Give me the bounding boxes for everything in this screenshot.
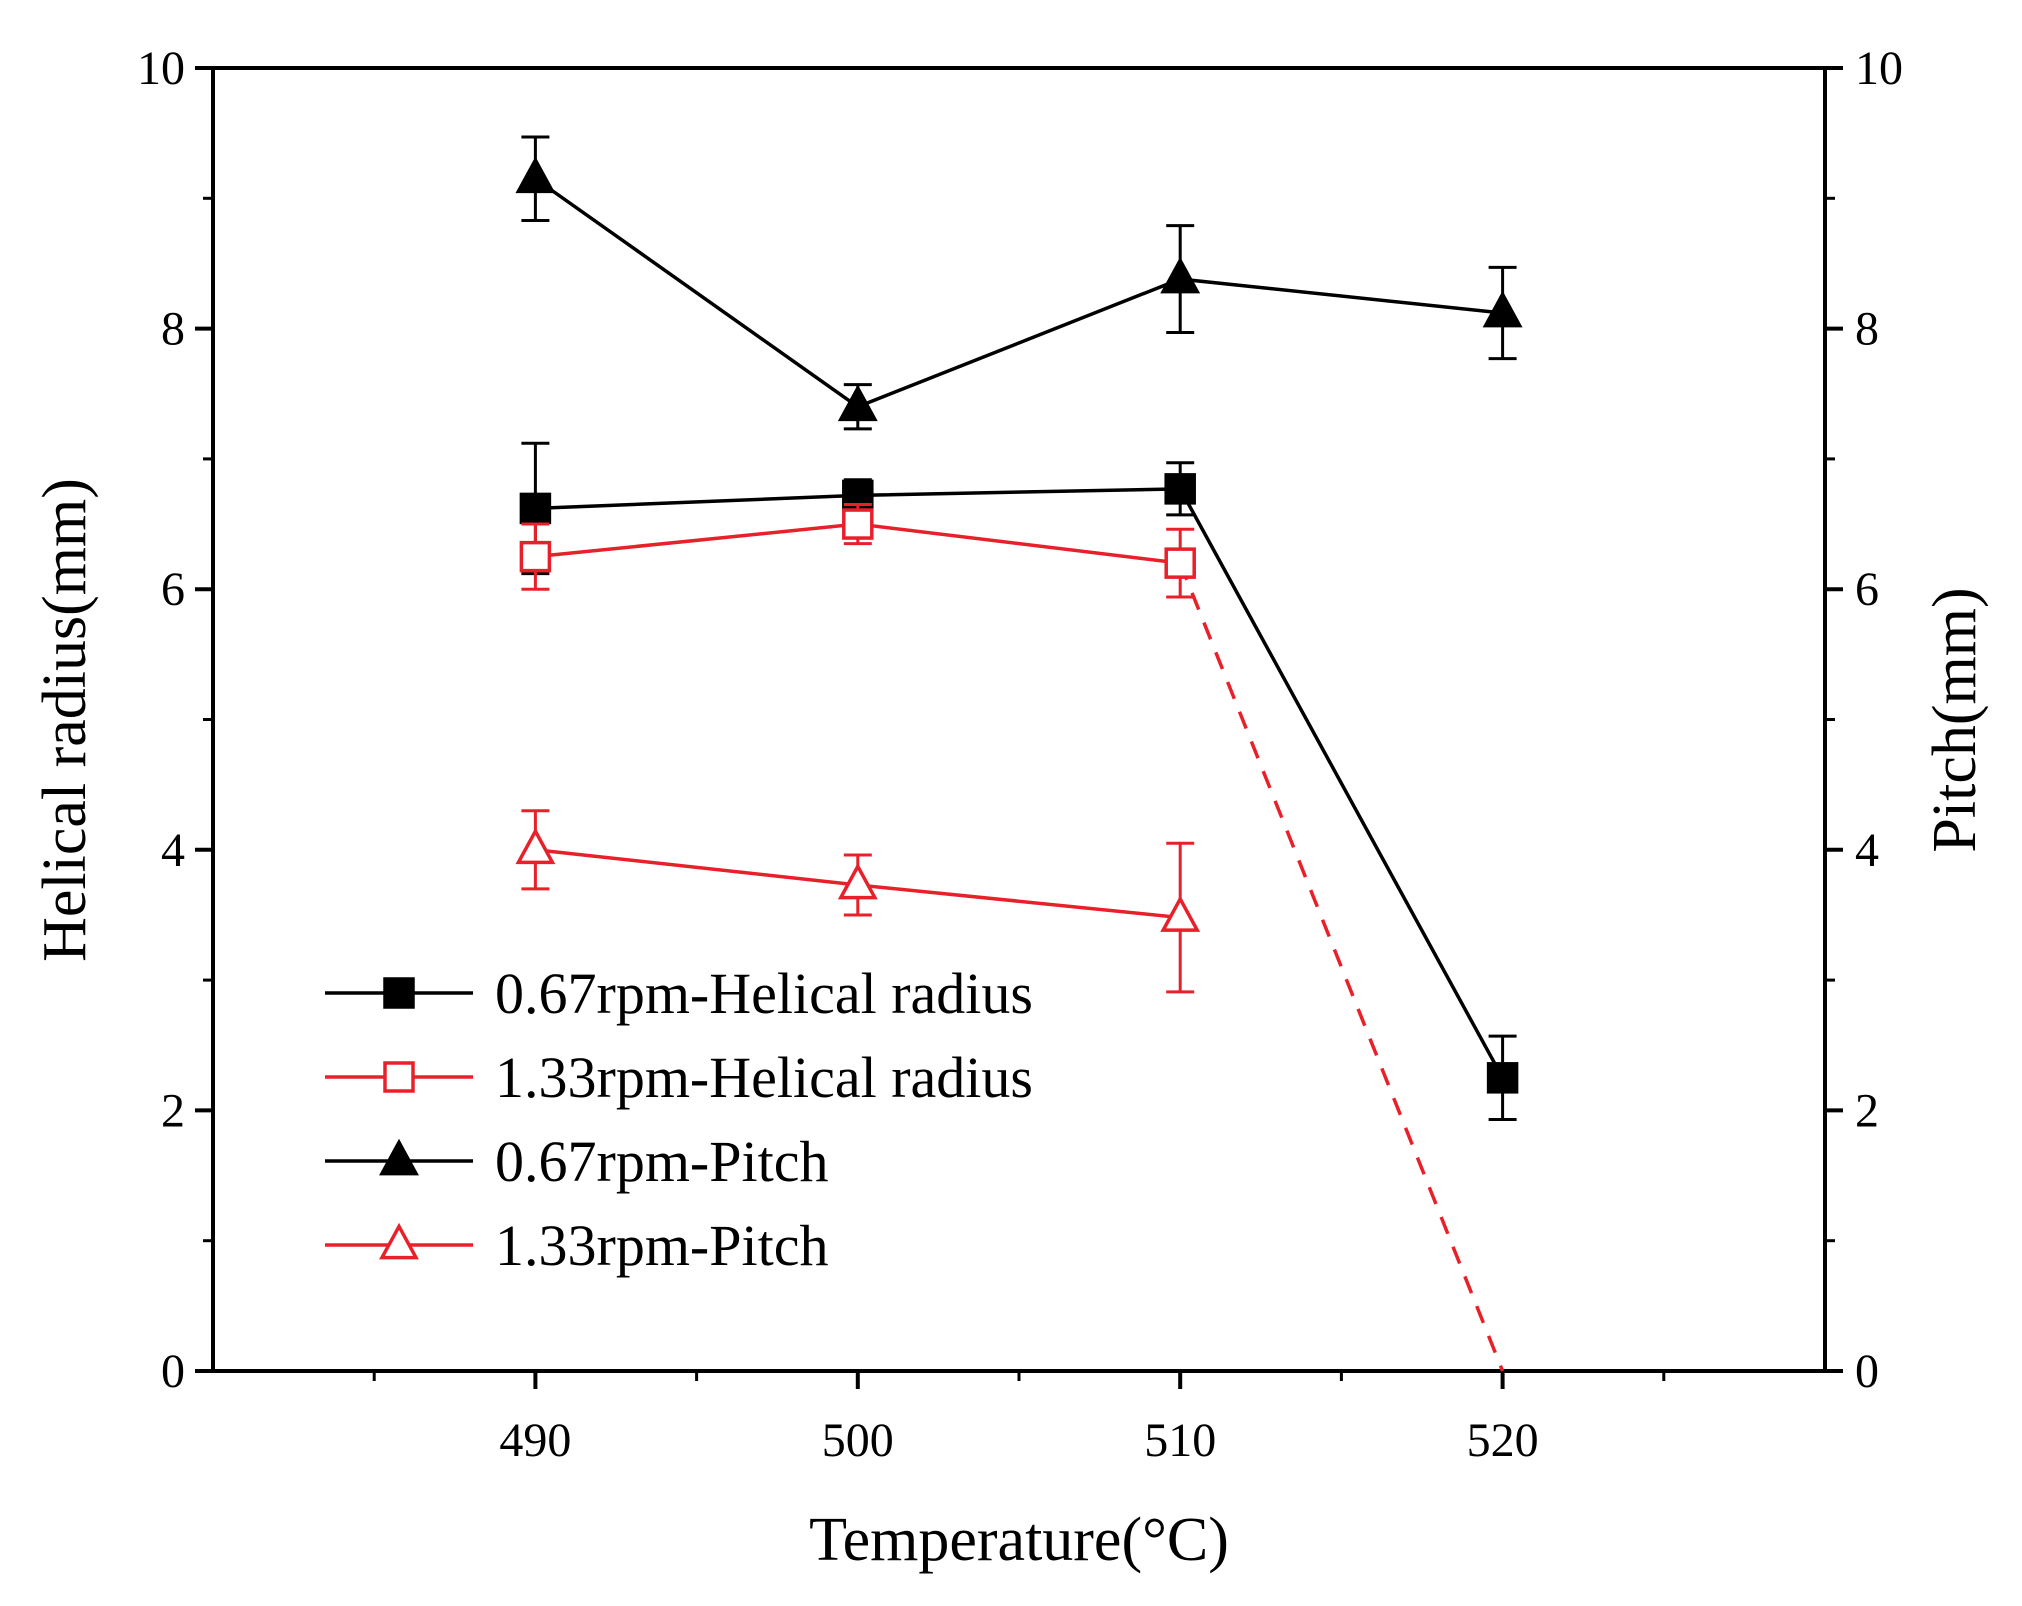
x-axis-title: Temperature(°C)	[809, 1506, 1229, 1574]
y2-axis-title: Pitch(mm)	[1921, 587, 1989, 852]
y2-tick-label: 8	[1855, 303, 1879, 356]
x-tick-label: 510	[1144, 1414, 1216, 1467]
legend-marker	[379, 1138, 419, 1176]
y2-tick-label: 0	[1855, 1345, 1879, 1398]
legend-item: 0.67rpm-Pitch	[325, 1129, 828, 1194]
series-line	[534, 177, 1503, 409]
series-extension-line	[1178, 562, 1505, 1372]
data-point	[1164, 473, 1196, 505]
y2-tick-label: 2	[1855, 1084, 1879, 1137]
legend-item: 0.67rpm-Helical radius	[325, 961, 1033, 1026]
y2-tick-label: 10	[1855, 42, 1903, 95]
legend-item: 1.33rpm-Pitch	[325, 1213, 828, 1278]
y2-tick-label: 6	[1855, 563, 1879, 616]
legend-item: 1.33rpm-Helical radius	[325, 1045, 1033, 1110]
y2-tick-label: 4	[1855, 824, 1879, 877]
x-tick-label: 520	[1467, 1414, 1539, 1467]
data-point	[842, 508, 874, 540]
x-tick-label: 500	[822, 1414, 894, 1467]
y-axis-title: Helical radius(mm)	[31, 478, 99, 962]
data-point	[1164, 547, 1196, 579]
data-point	[1486, 1062, 1519, 1094]
series-1	[519, 503, 1505, 1372]
data-point	[1482, 290, 1523, 328]
x-tick-label: 490	[499, 1414, 571, 1467]
legend-marker	[383, 977, 415, 1009]
y-tick-label: 10	[137, 42, 185, 95]
series-3	[515, 809, 1201, 994]
y-tick-label: 6	[161, 563, 185, 616]
data-point	[515, 156, 556, 194]
plot-area	[211, 66, 1827, 1373]
legend-marker	[379, 1222, 419, 1260]
legend-label: 1.33rpm-Helical radius	[495, 1045, 1033, 1110]
data-point	[519, 540, 552, 573]
legend-label: 0.67rpm-Helical radius	[495, 961, 1033, 1026]
y-tick-label: 8	[161, 303, 185, 356]
legend-label: 1.33rpm-Pitch	[495, 1213, 828, 1278]
y-tick-label: 4	[161, 824, 185, 877]
y-tick-label: 2	[161, 1084, 185, 1137]
data-point	[837, 862, 878, 900]
series-line	[535, 487, 1505, 1079]
series-2	[515, 135, 1523, 431]
data-point	[519, 492, 552, 525]
data-point	[837, 384, 878, 422]
legend-marker	[383, 1061, 415, 1093]
data-point	[515, 827, 556, 865]
data-point	[1160, 256, 1201, 294]
y-tick-label: 0	[161, 1345, 185, 1398]
data-point	[1160, 895, 1201, 932]
legend-label: 0.67rpm-Pitch	[495, 1129, 828, 1194]
